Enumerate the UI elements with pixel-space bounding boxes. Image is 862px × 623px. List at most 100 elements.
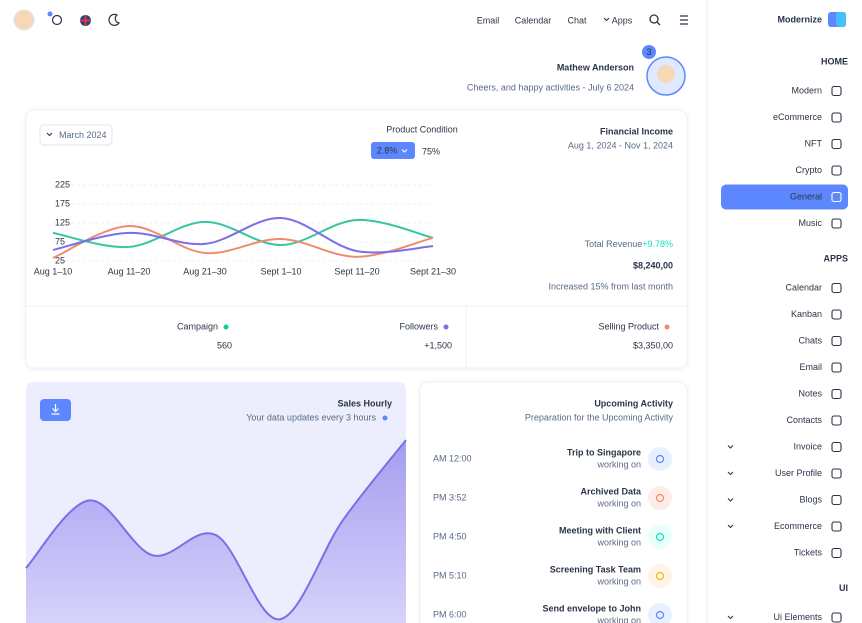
activity-name: Archived Data (580, 486, 642, 496)
revenue-note: Increased 15% from last month (548, 281, 673, 291)
activity-status: working on (596, 537, 641, 547)
condition-pill (371, 142, 415, 159)
sidebar-item[interactable]: Crypto (795, 165, 822, 175)
x-tick-label: Sept 21–30 (410, 266, 456, 276)
x-tick-label: Aug 11–20 (108, 266, 151, 276)
activity-time: AM 12:00 (433, 453, 472, 463)
stat-value: +1,500 (424, 340, 452, 350)
sidebar-item[interactable]: Calendar (785, 282, 822, 292)
y-tick-label: 175 (55, 198, 70, 208)
nav-link[interactable]: Calendar (515, 15, 552, 25)
download-icon (51, 404, 60, 415)
sidebar-icon (831, 282, 842, 294)
x-tick-label: Aug 1–10 (34, 266, 73, 276)
stat-value: 560 (217, 340, 232, 350)
bell-icon[interactable] (51, 14, 63, 26)
sidebar-icon (831, 191, 842, 203)
sales-title: Sales Hourly (337, 398, 392, 408)
financial-card (25, 109, 688, 369)
stat-dot (664, 324, 670, 330)
search-handle (656, 21, 661, 26)
sidebar-icon (831, 362, 842, 373)
sidebar-section: HOME (821, 56, 848, 66)
profile-subtitle: Cheers, and happy activities - July 6 20… (467, 82, 634, 92)
y-tick-label: 125 (55, 217, 70, 227)
sidebar-section: UI (839, 583, 848, 593)
sidebar-item[interactable]: Tickets (794, 547, 823, 557)
sidebar-item[interactable]: Blogs (799, 494, 822, 504)
nav-link[interactable]: Apps (612, 15, 633, 25)
sidebar-item[interactable]: Contacts (786, 415, 822, 425)
activity-time: PM 3:52 (433, 492, 467, 502)
sidebar-icon (831, 335, 842, 347)
expand-chevron (727, 524, 734, 529)
date-filter[interactable] (39, 124, 113, 146)
y-tick-label: 75 (55, 236, 65, 246)
activity-icon-bg (648, 603, 672, 623)
sidebar-icon (831, 218, 842, 229)
activity-name: Screening Task Team (550, 564, 641, 574)
sidebar-item[interactable]: NFT (805, 138, 823, 148)
sidebar-item[interactable]: eCommerce (773, 112, 822, 122)
date-filter-text: March 2024 (59, 130, 107, 140)
expand-chevron (727, 615, 734, 620)
sidebar-item[interactable]: Chats (798, 335, 822, 345)
menu-icon[interactable] (680, 15, 688, 25)
sidebar-item[interactable]: Ui Elements (773, 612, 822, 622)
sidebar-item[interactable]: Notes (798, 388, 822, 398)
sidebar-icon (831, 112, 842, 123)
activity-title: Upcoming Activity (594, 398, 673, 408)
sidebar-item[interactable]: Ecommerce (774, 521, 822, 531)
activity-icon (655, 454, 665, 464)
active-item (721, 184, 848, 210)
stat-value: $3,350,00 (633, 340, 673, 350)
sidebar-item[interactable]: Music (798, 218, 822, 228)
stat-label: Followers (399, 321, 438, 331)
sidebar-section: APPS (823, 253, 848, 263)
sidebar-icon (831, 494, 842, 506)
activity-icon (655, 610, 665, 620)
stat-dot (443, 324, 449, 330)
sidebar-icon (831, 309, 842, 320)
sidebar-item[interactable]: Email (799, 362, 822, 372)
activity-icon (655, 493, 665, 503)
nav-link[interactable]: Chat (567, 15, 587, 25)
nav-link[interactable]: Email (477, 15, 500, 25)
sales-line (25, 439, 407, 621)
expand-chevron (727, 445, 734, 449)
stat-dot (223, 324, 229, 330)
sidebar-item[interactable]: Kanban (791, 309, 822, 319)
sidebar-item[interactable]: User Profile (775, 468, 822, 478)
condition-change: 2.8% (377, 145, 398, 155)
sidebar-icon (831, 521, 842, 532)
activity-time: PM 4:50 (433, 531, 467, 541)
revenue-value: $8,240,00 (633, 260, 673, 270)
sidebar-item[interactable]: Invoice (793, 441, 822, 451)
profile-name: Mathew Anderson (557, 62, 634, 72)
activity-status: working on (596, 459, 641, 469)
activity-icon (655, 571, 665, 581)
activity-time: PM 6:00 (433, 609, 467, 619)
stat-label: Campaign (177, 321, 218, 331)
activity-icon-bg (648, 564, 672, 588)
revenue-change: +9.78% (642, 239, 673, 249)
apps-chevron (603, 17, 610, 22)
sidebar-item[interactable]: General (790, 191, 822, 201)
sidebar-icon (831, 85, 842, 97)
moon-icon[interactable] (108, 13, 121, 26)
condition-value: 75% (422, 146, 440, 156)
notify-dot (47, 11, 53, 17)
activity-name: Meeting with Client (559, 525, 641, 535)
revenue-label: Total Revenue (585, 239, 643, 249)
sales-subtitle: Your data updates every 3 hours (246, 412, 376, 422)
condition-label: Product Condition (386, 124, 458, 134)
sidebar-icon (831, 441, 842, 453)
search-icon[interactable] (649, 14, 659, 24)
badge-count: 3 (646, 47, 651, 57)
sidebar-item[interactable]: Modern (791, 85, 822, 95)
sidebar-icon (831, 612, 842, 623)
financial-title: Financial Income (600, 126, 673, 136)
expand-chevron (727, 498, 734, 502)
activity-icon-bg (648, 525, 672, 549)
